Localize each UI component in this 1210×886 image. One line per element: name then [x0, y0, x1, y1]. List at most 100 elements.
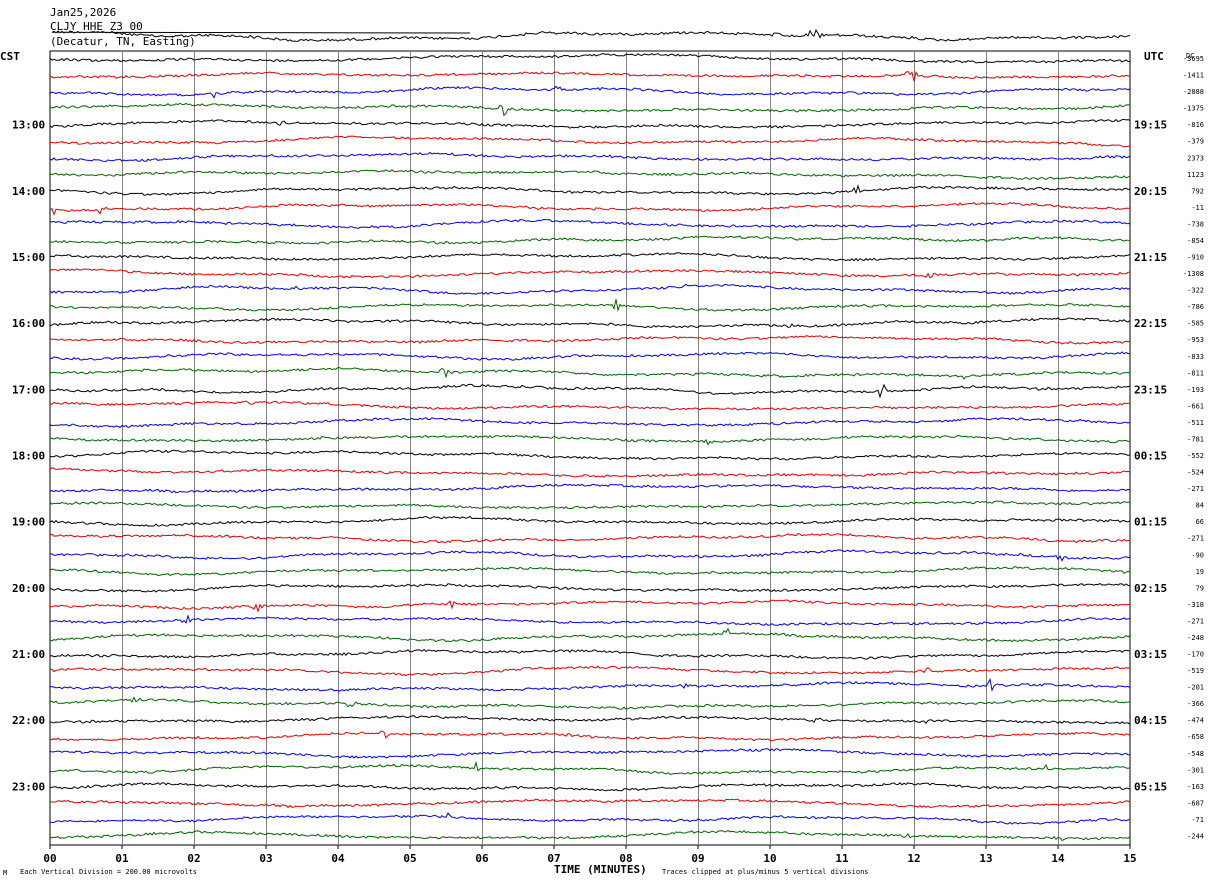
dc-offset: -585 — [1187, 320, 1204, 328]
dc-offset: 2373 — [1187, 154, 1204, 162]
dc-offset: -379 — [1187, 138, 1204, 146]
trace-row — [49, 665, 1131, 677]
trace-row — [49, 235, 1131, 245]
x-tick-label: 02 — [187, 852, 200, 865]
dc-offset: -474 — [1187, 717, 1204, 725]
x-tick-label: 00 — [43, 852, 56, 865]
dc-offset: -201 — [1187, 684, 1204, 692]
trace-row — [49, 760, 1131, 775]
dc-offset: 792 — [1191, 187, 1204, 195]
x-tick-label: 07 — [547, 852, 560, 865]
dc-offset: -738 — [1187, 220, 1204, 228]
x-tick-label: 08 — [619, 852, 632, 865]
x-axis-title: TIME (MINUTES) — [554, 863, 647, 876]
header-location: (Decatur, TN, Easting) — [50, 35, 196, 48]
trace-row — [49, 781, 1131, 792]
left-hour-labels: 13:00 14:00 15:00 16:00 17:00 18:00 19:00 20:00… — [12, 119, 45, 794]
trace-row — [49, 268, 1130, 279]
trace-row — [49, 812, 1131, 825]
right-hour-label: 05:15 — [1134, 780, 1167, 793]
dc-offset: 84 — [1196, 502, 1204, 510]
trace-row — [49, 583, 1131, 593]
trace-row — [49, 218, 1131, 229]
right-hour-label: 00:15 — [1134, 450, 1167, 463]
trace-row — [49, 366, 1131, 380]
x-tick-label: 13 — [979, 852, 992, 865]
trace-row — [49, 417, 1131, 429]
left-hour-label: 21:00 — [12, 648, 45, 661]
x-tick-label: 05 — [403, 852, 416, 865]
trace-row — [49, 798, 1131, 809]
right-hour-label: 04:15 — [1134, 714, 1167, 727]
trace-row — [49, 677, 1131, 692]
trace-row — [49, 201, 1131, 216]
left-hour-label: 17:00 — [12, 383, 45, 396]
dc-offset: -170 — [1187, 651, 1204, 659]
dc-offset: -816 — [1187, 121, 1204, 129]
trace-row — [49, 283, 1131, 295]
x-tick-label: 01 — [115, 852, 129, 865]
trace-row — [49, 169, 1131, 181]
left-hour-label: 14:00 — [12, 185, 45, 198]
trace-row — [49, 614, 1131, 626]
trace-row — [49, 549, 1131, 562]
trace-row — [49, 515, 1131, 527]
trace-row — [49, 135, 1131, 148]
header-block: Jan25,2026 CLJY HHE Z3 00 (Decatur, TN, … — [50, 6, 196, 48]
trace-row — [49, 566, 1131, 577]
dc-offset: -71 — [1191, 816, 1204, 824]
dc-offset: -11 — [1191, 204, 1204, 212]
trace-row — [49, 118, 1131, 129]
trace-row — [49, 102, 1131, 117]
trace-row — [49, 53, 1131, 64]
left-hour-label: 18:00 — [12, 450, 45, 463]
header-station: CLJY HHE Z3 00 — [50, 20, 143, 33]
right-hour-label: 22:15 — [1134, 317, 1167, 330]
dc-offset-labels: -3695 -1411 -2888 -1375 -816 -379 2373 1123 792 -… — [1183, 55, 1204, 840]
header-date: Jan25,2026 — [50, 6, 116, 19]
x-tick-label: 14 — [1051, 852, 1065, 865]
dc-offset: -1375 — [1183, 105, 1204, 113]
trace-row — [49, 299, 1130, 313]
dc-offset: -548 — [1187, 750, 1204, 758]
trace-row — [49, 184, 1131, 196]
dc-offset: -781 — [1187, 435, 1204, 443]
trace-row — [49, 467, 1131, 478]
trace-row — [49, 627, 1131, 643]
right-hour-label: 03:15 — [1134, 648, 1167, 661]
trace-row — [49, 500, 1131, 510]
left-zone-label: CST — [0, 50, 20, 63]
dc-offset: -271 — [1187, 535, 1204, 543]
trace-row — [49, 715, 1131, 725]
right-hour-label: 20:15 — [1134, 185, 1167, 198]
trace-row — [49, 85, 1131, 99]
trace-preamble — [51, 28, 1131, 42]
x-tick-label: 06 — [475, 852, 489, 865]
x-tick-label: 04 — [331, 852, 345, 865]
dc-offset: -953 — [1187, 336, 1204, 344]
scale-note: Each Vertical Division = 200.00 microvol… — [20, 868, 197, 876]
dc-offset: -687 — [1187, 799, 1204, 807]
plot-frame — [49, 50, 1131, 846]
x-tick-label: 12 — [907, 852, 920, 865]
dc-offset: -90 — [1191, 551, 1204, 559]
trace-row — [49, 317, 1131, 329]
dc-offset: -661 — [1187, 402, 1204, 410]
seismic-traces — [49, 28, 1131, 842]
dc-offset: -854 — [1187, 237, 1204, 245]
trace-row — [49, 449, 1131, 461]
dc-offset: 79 — [1196, 584, 1204, 592]
right-hour-label: 19:15 — [1134, 119, 1167, 132]
dc-offset: -524 — [1187, 469, 1204, 477]
left-hour-label: 13:00 — [12, 119, 45, 132]
trace-row — [49, 383, 1130, 399]
dc-offset: -2888 — [1183, 88, 1204, 96]
dc-offset: -301 — [1187, 766, 1204, 774]
trace-row — [49, 151, 1131, 163]
dc-offset: -318 — [1187, 601, 1204, 609]
dc-offset: -1411 — [1183, 72, 1204, 80]
dc-offset: -519 — [1187, 667, 1204, 675]
x-tick-label: 09 — [691, 852, 704, 865]
clip-note: Traces clipped at plus/minus 5 vertical … — [662, 868, 869, 876]
